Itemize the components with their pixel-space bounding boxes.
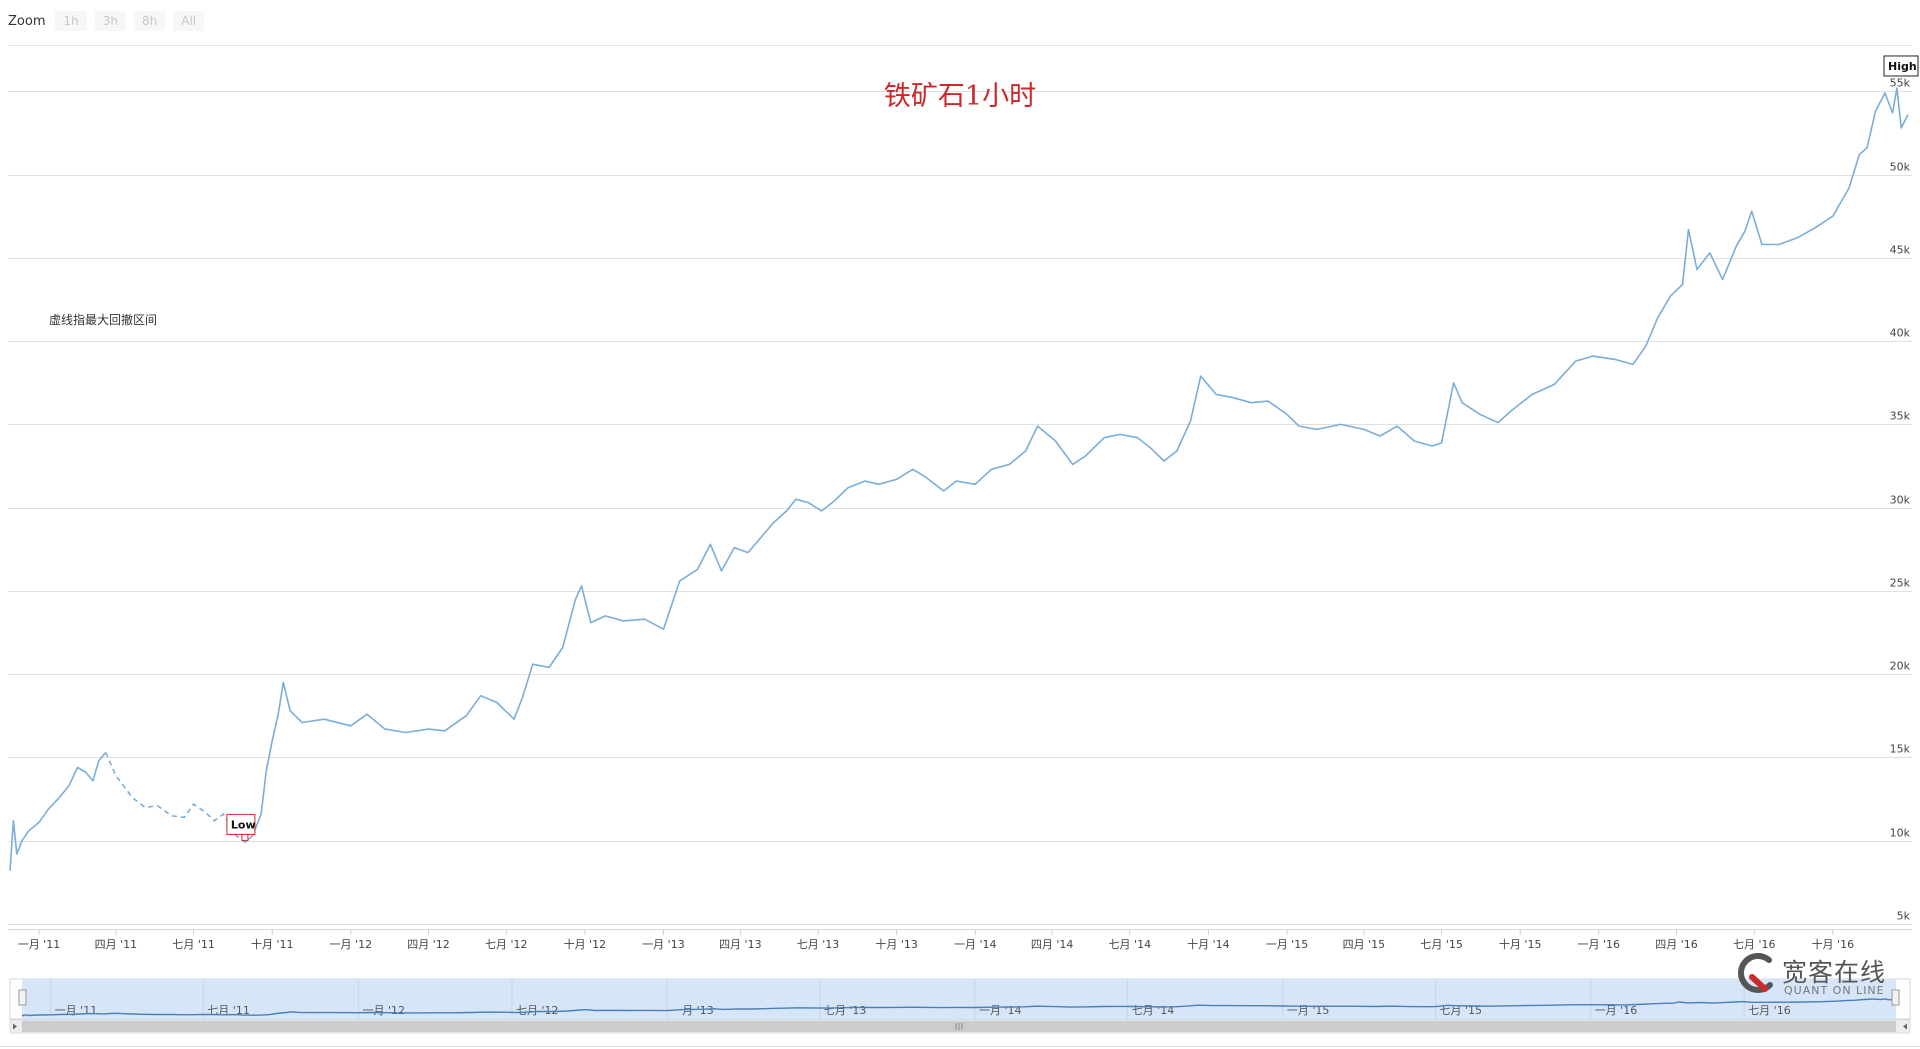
navigator-x-label: 七月 '11: [207, 1004, 250, 1017]
drawdown-note: 虚线指最大回撤区间: [49, 313, 158, 327]
high-flag-label: High: [1888, 60, 1917, 73]
x-tick-label: 十月 '12: [564, 937, 607, 951]
y-tick-label: 55k: [1890, 77, 1911, 90]
main-chart: 5k 10k 15k 20k 25k 30k 35k 40k 45k 50k 55k 一月 '11 四…: [8, 55, 1919, 951]
price-line-segment: [9, 751, 107, 871]
navigator-grid: [50, 979, 1745, 1019]
zoom-3h-button[interactable]: 3h: [94, 11, 126, 31]
x-tick-label: 四月 '15: [1343, 938, 1386, 951]
y-tick-label: 20k: [1890, 660, 1911, 673]
x-axis-labels: 一月 '11 四月 '11 七月 '11 十月 '11 一月 '12 四月 '12 七月 '…: [8, 929, 1912, 951]
x-tick-label: 七月 '16: [1733, 938, 1776, 951]
navigator-x-label: 七月 '13: [824, 1004, 867, 1017]
navigator-series: [21, 998, 1897, 1017]
x-tick-label: 四月 '16: [1655, 938, 1698, 951]
navigator-x-labels: 一月 '11 七月 '11 一月 '12 七月 '12 一月 '13 七月 '13 一月 '…: [55, 1004, 1791, 1017]
x-tick-label: 七月 '11: [172, 938, 215, 951]
x-tick-label: 四月 '13: [719, 938, 762, 951]
zoom-8h-button[interactable]: 8h: [133, 11, 166, 31]
x-tick-label: 十月 '15: [1499, 937, 1542, 951]
zoom-label: Zoom: [8, 13, 46, 29]
low-flag-marker: [241, 833, 249, 841]
navigator-x-label: 七月 '15: [1440, 1004, 1483, 1017]
x-tick-label: 七月 '12: [485, 938, 528, 951]
navigator-x-label: 七月 '12: [516, 1004, 559, 1017]
x-tick-label: 十月 '11: [251, 937, 294, 951]
navigator-outline: [9, 978, 1911, 1020]
low-flag: [226, 813, 256, 835]
navigator-x-label: 一月 '14: [979, 1004, 1022, 1017]
grid-lines: [8, 91, 1912, 925]
x-tick-label: 一月 '14: [954, 938, 997, 951]
scroll-left-arrow-icon[interactable]: [13, 1023, 17, 1030]
low-flag-label: Low: [231, 818, 256, 831]
navigator-selected-range[interactable]: [22, 979, 1896, 1019]
navigator-left-handle[interactable]: [18, 989, 27, 1006]
y-tick-label: 5k: [1897, 910, 1911, 923]
navigator-x-label: 七月 '16: [1748, 1004, 1791, 1017]
quant-logo-icon: [1738, 953, 1773, 993]
y-tick-label: 25k: [1890, 577, 1911, 590]
bottom-divider: [0, 1046, 1920, 1047]
watermark: 宽客在线 QUANT ON LINE: [1732, 951, 1920, 1001]
zoom-1h-button[interactable]: 1h: [55, 11, 87, 31]
x-tick-label: 一月 '13: [642, 938, 685, 951]
x-tick-label: 七月 '13: [797, 938, 840, 951]
y-axis-labels: 5k 10k 15k 20k 25k 30k 35k 40k 45k 50k 55k: [1890, 77, 1911, 923]
navigator-x-label: 一月 '15: [1287, 1004, 1330, 1017]
scrollbar-thumb[interactable]: [22, 1021, 1896, 1032]
navigator-x-label: 一月 '16: [1595, 1004, 1638, 1017]
navigator-x-label: 一月 '13: [671, 1004, 714, 1017]
high-flag: [1883, 55, 1919, 77]
navigator-x-label: 一月 '12: [363, 1004, 406, 1017]
x-tick-label: 四月 '12: [407, 938, 450, 951]
x-tick-label: 四月 '11: [95, 938, 138, 951]
y-tick-label: 35k: [1890, 410, 1911, 423]
top-divider: [8, 45, 1912, 46]
x-tick-label: 十月 '16: [1812, 937, 1855, 951]
x-tick-label: 十月 '14: [1187, 937, 1230, 951]
drawdown-dashed-segment: [104, 752, 246, 844]
navigator-x-label: 一月 '11: [55, 1004, 98, 1017]
price-series: [9, 87, 1909, 871]
scrollbar-track[interactable]: [9, 1019, 1911, 1034]
y-tick-label: 50k: [1890, 161, 1911, 174]
zoom-all-button[interactable]: All: [173, 11, 205, 31]
x-tick-label: 一月 '12: [330, 938, 373, 951]
annotations: Low High: [226, 55, 1919, 841]
watermark-cn: 宽客在线: [1782, 958, 1887, 987]
x-tick-label: 一月 '15: [1266, 938, 1309, 951]
x-tick-label: 四月 '14: [1031, 938, 1074, 951]
watermark-en: QUANT ON LINE: [1784, 984, 1885, 997]
x-tick-label: 七月 '15: [1420, 938, 1463, 951]
x-tick-label: 七月 '14: [1109, 938, 1152, 951]
chart-title: 铁矿石1小时: [883, 81, 1037, 112]
y-tick-label: 30k: [1890, 494, 1911, 507]
navigator-x-label: 七月 '14: [1132, 1004, 1175, 1017]
y-tick-label: 40k: [1890, 327, 1911, 340]
x-tick-label: 十月 '13: [875, 937, 918, 951]
zoom-bar: Zoom 1h 3h 8h All: [8, 10, 212, 32]
scroll-right-arrow-icon[interactable]: [1903, 1023, 1907, 1030]
x-tick-label: 一月 '16: [1578, 938, 1621, 951]
scrollbar-grip-icon: [955, 1023, 963, 1030]
price-line-segment: [244, 87, 1909, 844]
y-tick-label: 10k: [1890, 827, 1911, 840]
y-tick-label: 45k: [1890, 244, 1911, 257]
y-tick-label: 15k: [1890, 743, 1911, 756]
x-tick-label: 一月 '11: [18, 938, 61, 951]
